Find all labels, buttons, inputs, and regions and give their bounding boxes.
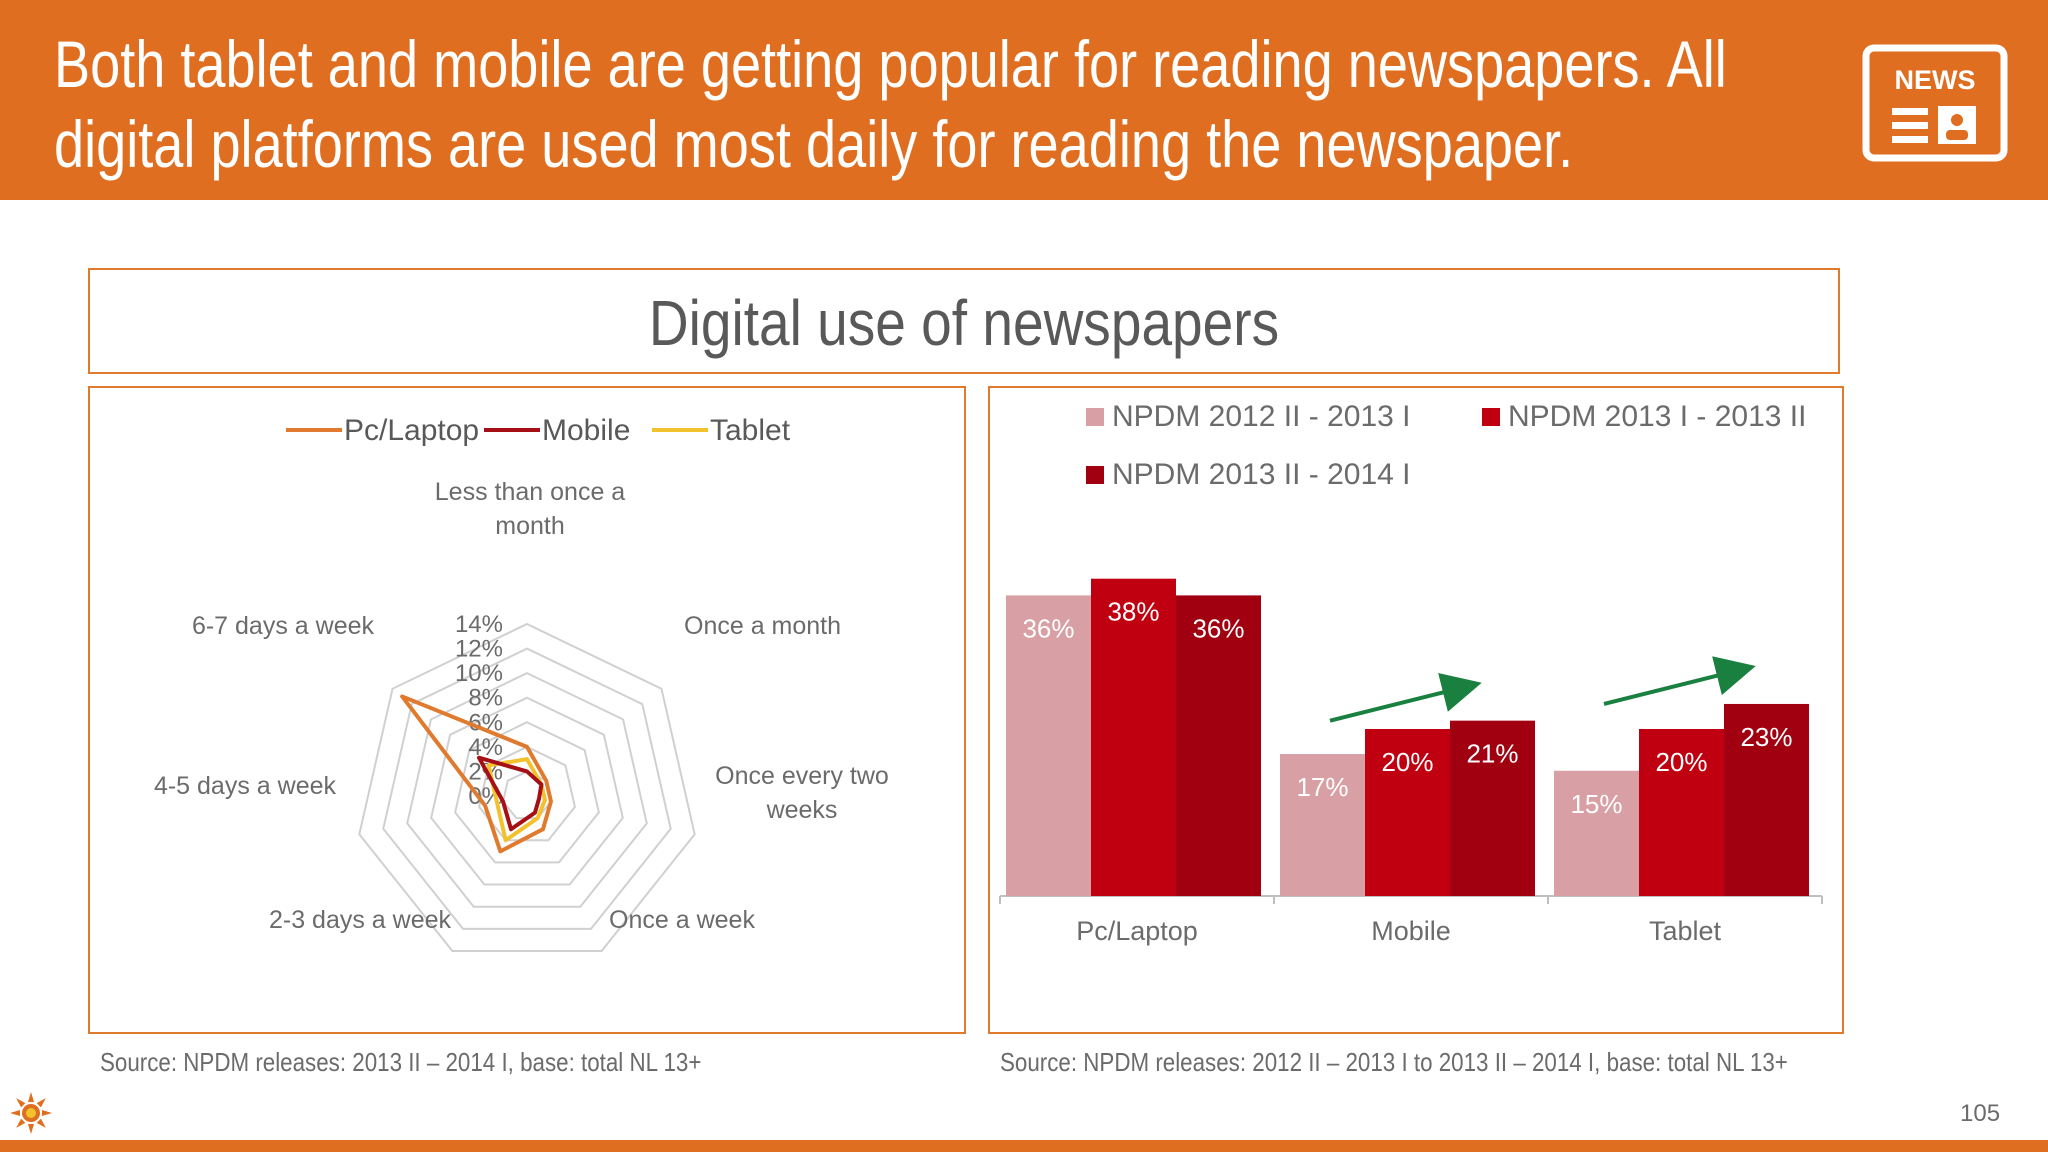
bar-data-label: 20% [1655, 747, 1707, 777]
radar-tick-label: 8% [468, 685, 503, 712]
radar-series-pc-laptop [400, 694, 553, 854]
legend-swatch-npdm-2013-i-2013-ii [1482, 408, 1500, 426]
radar-category-label: 2-3 days a week [269, 906, 452, 934]
page-title: Both tablet and mobile are getting popul… [54, 24, 1727, 184]
radar-tick-label: 12% [455, 636, 503, 663]
chart-title-box: Digital use of newspapers [88, 268, 1840, 374]
source-note-right: Source: NPDM releases: 2012 II – 2013 I … [1000, 1047, 1788, 1077]
legend-label-npdm-2013-i-2013-ii: NPDM 2013 I - 2013 II [1508, 400, 1806, 433]
radar-category-label: Once every two weeks [715, 762, 889, 824]
legend-label-pc-laptop: Pc/Laptop [344, 414, 479, 447]
legend-swatch-npdm-2013-ii-2014-i [1086, 466, 1104, 484]
newspaper-icon: NEWS [1862, 44, 2008, 162]
radar-category-label: Once a month [684, 612, 841, 640]
radar-tick-label: 10% [455, 660, 503, 687]
bar-tablet-npdm-2013-i-2013-ii [1639, 729, 1724, 896]
bar-tablet-npdm-2012-ii-2013-i [1554, 770, 1639, 896]
radar-legend: Pc/Laptop Mobile Tablet [286, 414, 791, 447]
radar-category-label-line: Once every two [715, 762, 889, 790]
radar-category-label-line: weeks [766, 796, 838, 824]
footer-bar [0, 1140, 2048, 1152]
radar-category-label: Once a week [609, 906, 755, 934]
bar-tablet-npdm-2013-ii-2014-i [1724, 703, 1809, 896]
legend-swatch-npdm-2012-ii-2013-i [1086, 408, 1104, 426]
radar-tick-label: 4% [468, 734, 503, 761]
bar-category-label: Pc/Laptop [1076, 916, 1198, 946]
bar-mobile-npdm-2013-i-2013-ii [1365, 729, 1450, 896]
bar-category-label: Mobile [1371, 916, 1451, 946]
bar-data-label: 38% [1107, 597, 1159, 627]
bar-data-label: 17% [1296, 772, 1348, 802]
bar-category-label: Tablet [1649, 916, 1722, 946]
radar-chart-panel: Pc/Laptop Mobile Tablet 0% 2% 4% 6% 8% 10% 12% 14%… [88, 386, 966, 1034]
radar-category-label: 4-5 days a week [154, 772, 337, 800]
page-title-line-1: Both tablet and mobile are getting popul… [54, 27, 1727, 101]
bar-mobile-npdm-2012-ii-2013-i [1280, 754, 1365, 896]
bar-chart-panel: NPDM 2012 II - 2013 I NPDM 2013 I - 2013 … [988, 386, 1844, 1034]
legend-label-tablet: Tablet [710, 414, 791, 447]
page-title-line-2: digital platforms are used most daily fo… [54, 107, 1574, 181]
bar-pc-laptop-npdm-2013-i-2013-ii [1091, 578, 1176, 896]
radar-grid-ring [406, 672, 648, 908]
radar-grid-ring [358, 622, 696, 952]
sun-logo-icon [10, 1092, 52, 1134]
trend-arrow-mobile [1329, 673, 1482, 723]
newspaper-icon-label: NEWS [1895, 65, 1976, 95]
bar-data-label: 20% [1381, 747, 1433, 777]
radar-grid-ring [430, 696, 624, 886]
radar-category-label: 6-7 days a week [192, 612, 375, 640]
radar-tick-label: 14% [455, 611, 503, 638]
radar-category-label-line: Less than once a [435, 478, 626, 506]
radar-category-label: Less than once a month [435, 478, 626, 540]
radar-category-label-line: month [495, 512, 564, 540]
bar-mobile-npdm-2013-ii-2014-i [1450, 720, 1535, 896]
bar-pc-laptop-npdm-2012-ii-2013-i [1006, 595, 1091, 896]
trend-arrow-tablet [1603, 656, 1756, 706]
bar-data-label: 21% [1466, 739, 1518, 769]
bar-legend: NPDM 2012 II - 2013 I NPDM 2013 I - 2013 … [1086, 400, 1806, 491]
header-banner: Both tablet and mobile are getting popul… [0, 0, 2048, 200]
chart-title: Digital use of newspapers [648, 287, 1280, 359]
radar-grid-ring [382, 647, 672, 930]
radar-series-mobile [476, 755, 544, 832]
bar-pc-laptop-npdm-2013-ii-2014-i [1176, 595, 1261, 896]
bar-data-label: 23% [1740, 722, 1792, 752]
bar-data-label: 36% [1192, 613, 1244, 643]
radar-chart: Pc/Laptop Mobile Tablet0%2%4%6%8%10%12%14%… [154, 414, 889, 952]
legend-label-npdm-2013-ii-2014-i: NPDM 2013 II - 2014 I [1112, 458, 1410, 491]
radar-grid-ring [454, 721, 600, 864]
page-number: 105 [1960, 1100, 2001, 1127]
bar-chart: NPDM 2012 II - 2013 I NPDM 2013 I - 2013 … [999, 400, 1823, 946]
source-note-left: Source: NPDM releases: 2013 II – 2014 I,… [100, 1047, 702, 1077]
legend-label-mobile: Mobile [542, 414, 630, 447]
bar-data-label: 36% [1022, 613, 1074, 643]
bar-data-label: 15% [1570, 789, 1622, 819]
legend-label-npdm-2012-ii-2013-i: NPDM 2012 II - 2013 I [1112, 400, 1410, 433]
